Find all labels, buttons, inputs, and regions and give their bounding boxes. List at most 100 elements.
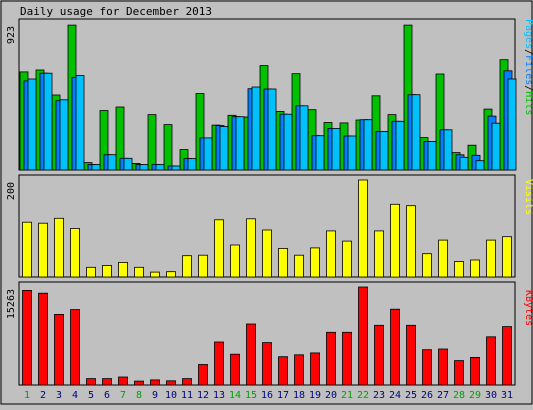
upper-bar-pages-29 <box>475 160 485 171</box>
lower-bar-kbytes-6 <box>102 378 112 386</box>
lower-bar-kbytes-31 <box>502 326 512 386</box>
upper-max-label: 923 <box>6 26 17 44</box>
x-tick-label-31: 31 <box>501 390 513 401</box>
upper-bar-pages-20 <box>331 127 341 171</box>
middle-bar-visits-3 <box>54 217 64 278</box>
lower-bar-kbytes-2 <box>38 292 48 386</box>
upper-bar-pages-23 <box>379 130 389 171</box>
lower-bar-kbytes-19 <box>310 352 320 386</box>
upper-bar-pages-24 <box>395 120 405 171</box>
upper-bar-pages-6 <box>107 154 117 171</box>
middle-bar-visits-30 <box>486 239 496 278</box>
x-tick-label-18: 18 <box>293 390 305 401</box>
x-tick-label-16: 16 <box>261 390 273 401</box>
legend-kbytes: KBytes <box>523 290 533 326</box>
middle-bar-visits-27 <box>438 239 448 278</box>
middle-bar-visits-23 <box>374 230 384 278</box>
upper-bar-pages-3 <box>59 99 69 171</box>
upper-bar-pages-18 <box>299 105 309 171</box>
upper-bar-pages-9 <box>155 164 165 171</box>
middle-bar-visits-25 <box>406 205 416 278</box>
upper-bar-pages-28 <box>459 156 469 171</box>
upper-bar-pages-7 <box>123 157 133 171</box>
lower-bar-kbytes-21 <box>342 331 352 386</box>
lower-bar-kbytes-15 <box>246 323 256 386</box>
upper-bar-pages-1 <box>27 78 37 171</box>
x-tick-label-19: 19 <box>309 390 321 401</box>
x-tick-label-15: 15 <box>245 390 257 401</box>
x-tick-label-22: 22 <box>357 390 369 401</box>
x-tick-label-23: 23 <box>373 390 385 401</box>
x-tick-label-3: 3 <box>56 390 62 401</box>
x-tick-label-21: 21 <box>341 390 353 401</box>
middle-bar-visits-16 <box>262 229 272 278</box>
x-tick-label-7: 7 <box>120 390 126 401</box>
middle-bar-visits-15 <box>246 218 256 278</box>
x-tick-label-26: 26 <box>421 390 433 401</box>
middle-bar-visits-5 <box>86 266 96 278</box>
x-tick-label-12: 12 <box>197 390 209 401</box>
upper-bar-pages-26 <box>427 140 437 171</box>
upper-bar-pages-17 <box>283 113 293 171</box>
middle-bar-visits-13 <box>214 219 224 278</box>
middle-bar-visits-29 <box>470 259 480 278</box>
middle-bar-visits-22 <box>358 179 368 278</box>
x-tick-label-30: 30 <box>485 390 497 401</box>
lower-bar-kbytes-7 <box>118 376 128 386</box>
middle-bar-visits-21 <box>342 240 352 278</box>
upper-bar-pages-14 <box>235 116 245 171</box>
x-tick-label-29: 29 <box>469 390 481 401</box>
middle-bar-visits-1 <box>22 221 32 278</box>
upper-bar-pages-19 <box>315 135 325 171</box>
upper-bar-pages-25 <box>411 94 421 171</box>
upper-bar-pages-5 <box>91 164 101 171</box>
x-tick-label-1: 1 <box>24 390 30 401</box>
chart-title: Daily usage for December 2013 <box>20 5 212 18</box>
x-tick-label-28: 28 <box>453 390 465 401</box>
lower-bar-kbytes-1 <box>22 289 32 386</box>
lower-bar-kbytes-11 <box>182 378 192 386</box>
middle-bar-visits-14 <box>230 244 240 278</box>
lower-bar-kbytes-26 <box>422 349 432 386</box>
lower-bar-kbytes-18 <box>294 354 304 386</box>
x-tick-label-24: 24 <box>389 390 401 401</box>
upper-bar-pages-13 <box>219 126 229 171</box>
lower-bar-kbytes-20 <box>326 331 336 386</box>
middle-bar-visits-10 <box>166 271 176 278</box>
middle-bar-visits-2 <box>38 222 48 278</box>
x-tick-label-9: 9 <box>152 390 158 401</box>
x-tick-label-14: 14 <box>229 390 241 401</box>
lower-bar-kbytes-3 <box>54 313 64 386</box>
lower-bar-kbytes-25 <box>406 324 416 386</box>
lower-bar-kbytes-22 <box>358 286 368 386</box>
middle-bar-visits-11 <box>182 255 192 278</box>
middle-bar-visits-19 <box>310 247 320 278</box>
middle-bar-visits-20 <box>326 230 336 278</box>
x-tick-label-10: 10 <box>165 390 177 401</box>
upper-bar-pages-4 <box>75 75 85 171</box>
x-tick-label-6: 6 <box>104 390 110 401</box>
middle-bar-visits-7 <box>118 261 128 278</box>
middle-bar-visits-24 <box>390 203 400 278</box>
middle-bar-visits-18 <box>294 254 304 278</box>
middle-bar-visits-26 <box>422 253 432 278</box>
x-tick-label-2: 2 <box>40 390 46 401</box>
upper-bar-pages-10 <box>171 165 181 171</box>
lower-bar-kbytes-10 <box>166 380 176 386</box>
lower-bar-kbytes-9 <box>150 379 160 386</box>
legend-visits: Visits <box>523 179 533 215</box>
middle-bar-visits-9 <box>150 271 160 278</box>
middle-bar-visits-28 <box>454 261 464 278</box>
middle-bar-visits-6 <box>102 264 112 278</box>
lower-bar-kbytes-17 <box>278 356 288 386</box>
lower-bar-kbytes-4 <box>70 309 80 386</box>
lower-bar-kbytes-30 <box>486 336 496 386</box>
lower-bar-kbytes-27 <box>438 348 448 386</box>
lower-bar-kbytes-29 <box>470 356 480 386</box>
lower-bar-kbytes-5 <box>86 378 96 386</box>
middle-bar-visits-31 <box>502 236 512 278</box>
middle-bar-visits-8 <box>134 266 144 278</box>
legend-upper: Pages/Files/Hits <box>523 19 533 115</box>
